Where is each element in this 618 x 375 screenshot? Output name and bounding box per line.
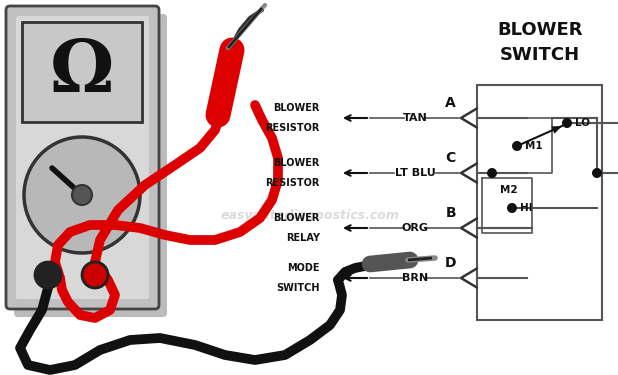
Text: MODE: MODE xyxy=(287,263,320,273)
Text: A: A xyxy=(445,96,456,110)
Text: SWITCH: SWITCH xyxy=(276,283,320,293)
Text: BLOWER: BLOWER xyxy=(274,158,320,168)
Text: BRN: BRN xyxy=(402,273,428,283)
Circle shape xyxy=(512,141,522,151)
Text: M1: M1 xyxy=(525,141,543,151)
Text: BLOWER: BLOWER xyxy=(274,213,320,223)
Text: BLOWER: BLOWER xyxy=(274,103,320,113)
Text: easyautodiagnostics.com: easyautodiagnostics.com xyxy=(221,209,399,222)
FancyBboxPatch shape xyxy=(14,14,167,317)
Circle shape xyxy=(24,137,140,253)
Circle shape xyxy=(72,185,92,205)
Text: C: C xyxy=(446,151,456,165)
Polygon shape xyxy=(551,126,562,134)
Text: BLOWER: BLOWER xyxy=(497,21,583,39)
Text: RELAY: RELAY xyxy=(286,233,320,243)
Bar xyxy=(22,22,142,122)
Text: SWITCH: SWITCH xyxy=(500,46,580,64)
Text: HI: HI xyxy=(520,203,533,213)
Text: ORG: ORG xyxy=(402,223,428,233)
Circle shape xyxy=(562,118,572,128)
Text: Ω: Ω xyxy=(50,36,114,108)
FancyBboxPatch shape xyxy=(6,6,159,309)
Circle shape xyxy=(35,262,61,288)
Text: D: D xyxy=(444,256,456,270)
Text: LO: LO xyxy=(575,118,590,128)
Text: RESISTOR: RESISTOR xyxy=(266,178,320,188)
Text: RESISTOR: RESISTOR xyxy=(266,123,320,133)
Text: B: B xyxy=(446,206,456,220)
FancyBboxPatch shape xyxy=(16,16,149,299)
Text: M2: M2 xyxy=(500,185,518,195)
Circle shape xyxy=(592,168,602,178)
Circle shape xyxy=(487,168,497,178)
Bar xyxy=(477,85,602,320)
Circle shape xyxy=(82,262,108,288)
Circle shape xyxy=(507,203,517,213)
Text: LT BLU: LT BLU xyxy=(395,168,435,178)
Text: TAN: TAN xyxy=(402,113,428,123)
